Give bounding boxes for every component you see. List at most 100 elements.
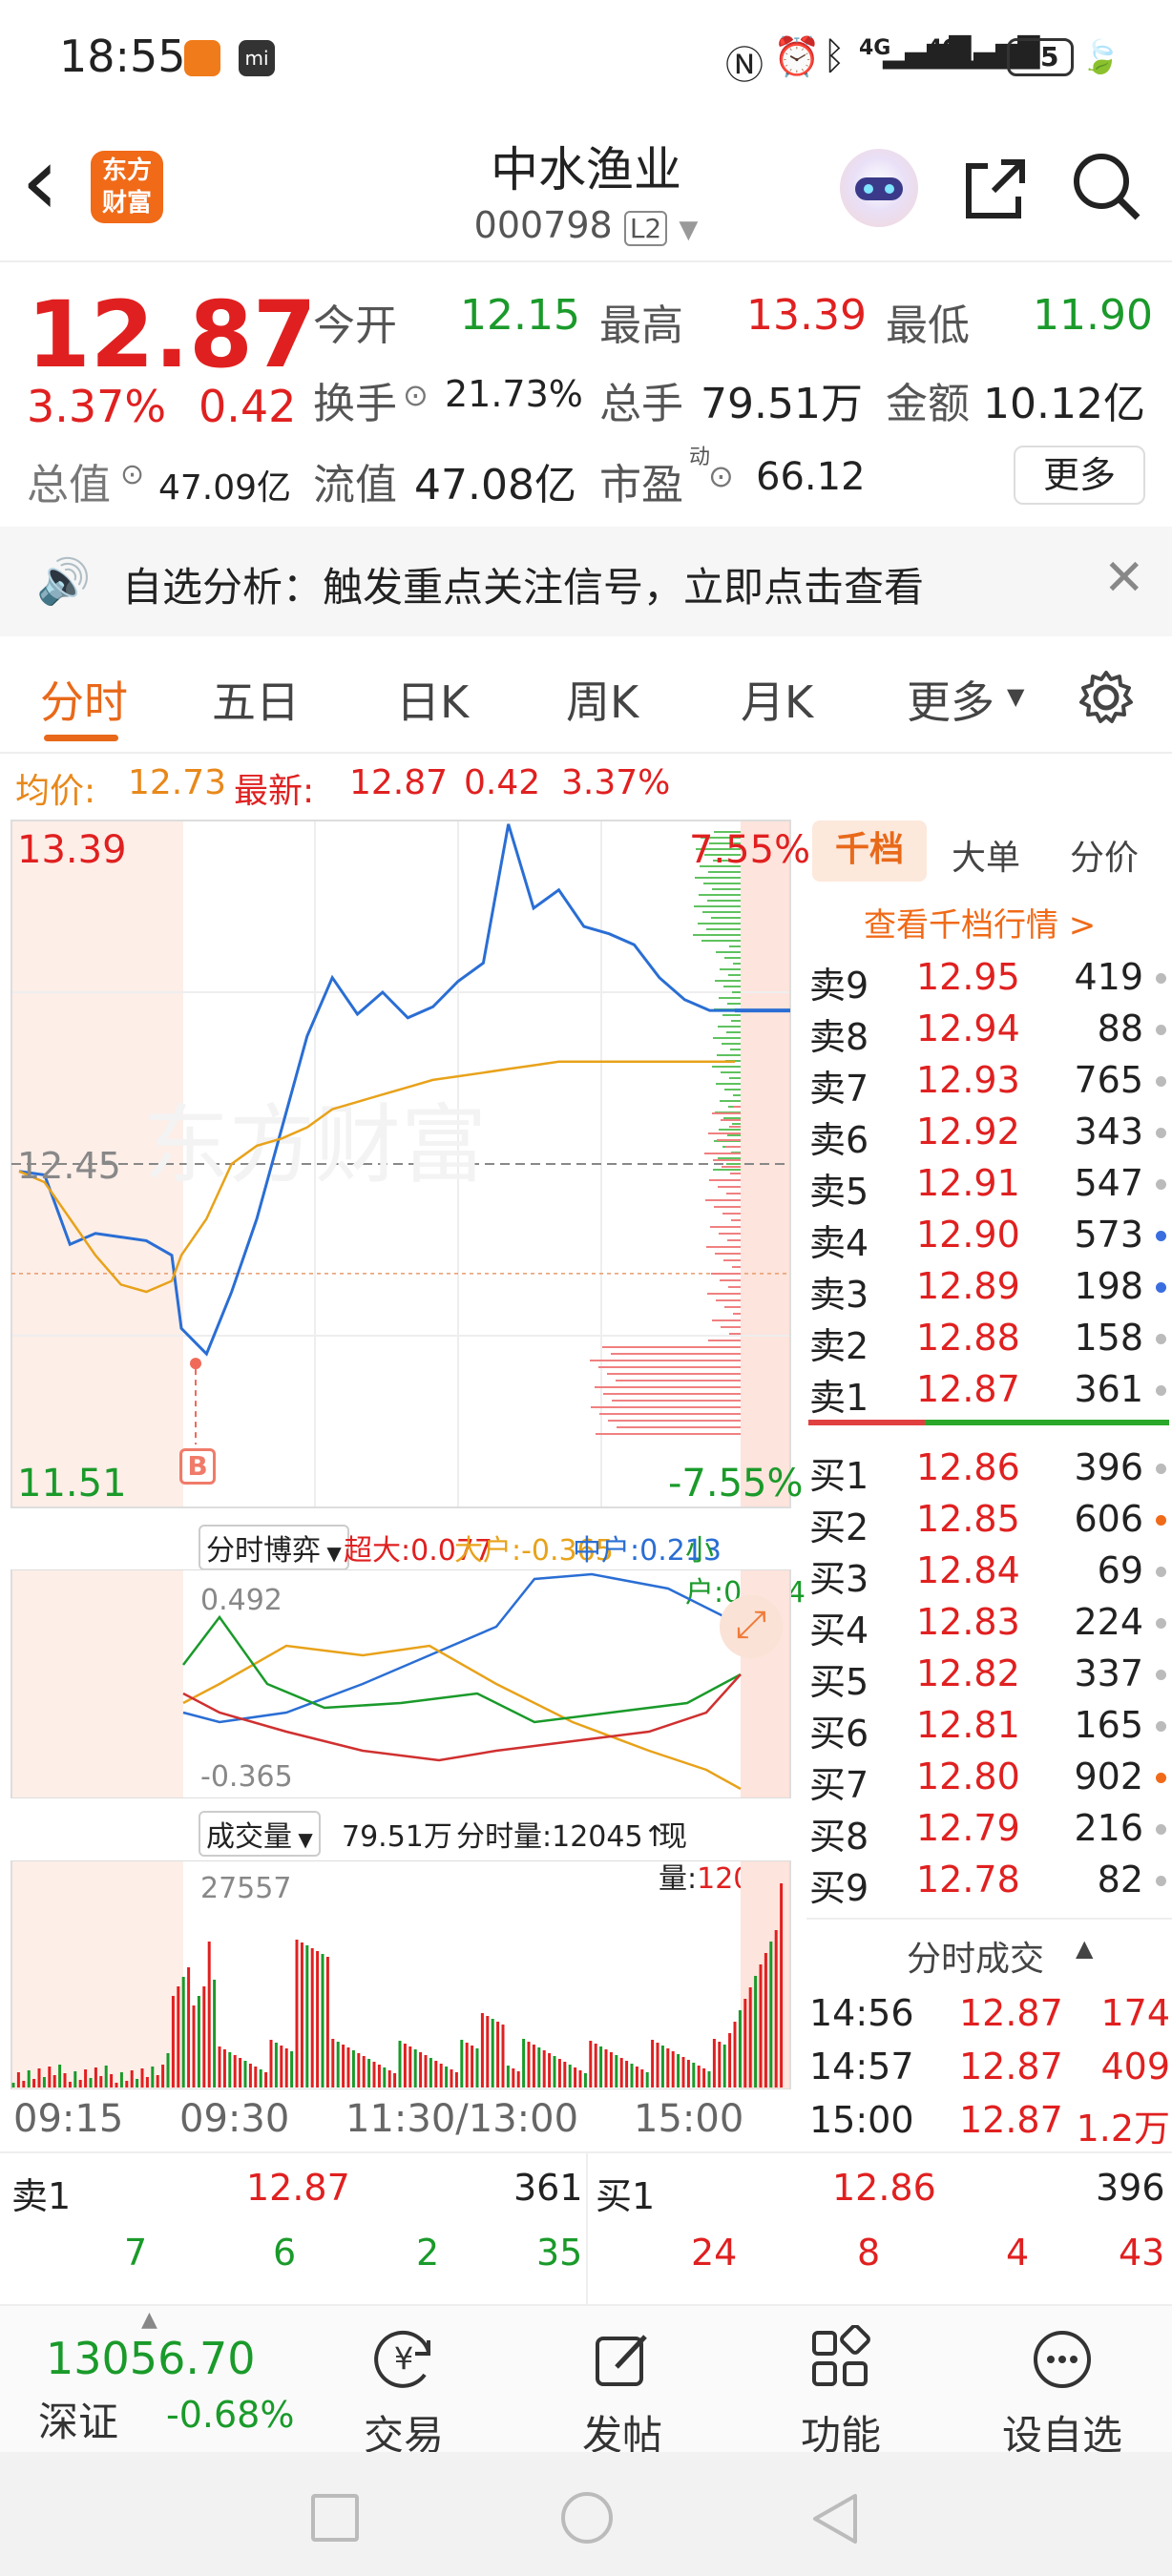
bid-row[interactable]: 买1 12.86 396 bbox=[806, 1443, 1172, 1497]
nav-add-favorite[interactable]: 设自选 bbox=[991, 2325, 1134, 2462]
row-dot-icon bbox=[1156, 1282, 1166, 1293]
tick-row: 14:57 12.87 409 bbox=[806, 2042, 1172, 2093]
search-icon[interactable] bbox=[1069, 149, 1145, 225]
bid-price: 12.80 bbox=[916, 1755, 1020, 1797]
nav-post[interactable]: 发帖 bbox=[551, 2325, 694, 2462]
tab-weekly-k[interactable]: 周K bbox=[566, 676, 639, 728]
info-icon[interactable]: ⊙ bbox=[120, 458, 145, 491]
ob-tab-price-dist[interactable]: 分价 bbox=[1070, 839, 1140, 878]
xtick-0915: 09:15 bbox=[13, 2097, 124, 2141]
bid-row[interactable]: 买6 12.81 165 bbox=[806, 1700, 1172, 1755]
amount-label: 金额 bbox=[886, 380, 970, 428]
row-dot-icon bbox=[1156, 1515, 1166, 1526]
ask-row[interactable]: 卖8 12.94 88 bbox=[806, 1004, 1172, 1058]
avg-price-line: 均价: 12.73 最新: 12.87 0.42 3.37% bbox=[0, 754, 1172, 811]
ask-row[interactable]: 卖6 12.92 343 bbox=[806, 1107, 1172, 1161]
ob-tab-qiandang[interactable]: 千档 bbox=[812, 821, 927, 882]
view-qiandang-link[interactable]: 查看千档行情 > bbox=[864, 906, 1097, 945]
tick-row: 15:00 12.87 1.2万 bbox=[806, 2095, 1172, 2150]
bid-label: 买2 bbox=[809, 1506, 869, 1548]
ob-tab-big-orders[interactable]: 大单 bbox=[952, 839, 1021, 878]
ask-row[interactable]: 卖4 12.90 573 bbox=[806, 1210, 1172, 1264]
recent-apps-icon[interactable] bbox=[311, 2494, 359, 2542]
tick-price: 12.87 bbox=[959, 2046, 1063, 2088]
ticker-up-icon: ▲ bbox=[141, 2308, 157, 2332]
more-button[interactable]: 更多 bbox=[1014, 446, 1145, 505]
ticks-label[interactable]: 分时成交 bbox=[907, 1940, 1045, 1979]
expand-icon[interactable]: ⤢ bbox=[720, 1595, 783, 1658]
settings-gear-icon[interactable] bbox=[1077, 668, 1136, 727]
tab-monthly-k[interactable]: 月K bbox=[741, 676, 814, 728]
back-button[interactable]: ‹ bbox=[21, 125, 59, 237]
current-price: 12.87 bbox=[27, 281, 317, 388]
turnover-info-icon[interactable]: ⊙ bbox=[403, 377, 429, 413]
ticks-collapse-icon[interactable]: ▲ bbox=[1076, 1935, 1094, 1962]
avg-price-line bbox=[18, 1060, 735, 1294]
bid-row[interactable]: 买7 12.80 902 bbox=[806, 1752, 1172, 1806]
ask-price: 12.94 bbox=[916, 1008, 1020, 1049]
ask-row[interactable]: 卖9 12.95 419 bbox=[806, 952, 1172, 1007]
analysis-banner[interactable]: 🔊 自选分析：触发重点关注信号，立即点击查看 ✕ bbox=[0, 527, 1172, 636]
bid-row[interactable]: 买8 12.79 216 bbox=[806, 1803, 1172, 1858]
stock-code-row: 000798 L2 ▼ bbox=[0, 204, 1172, 246]
index-ticker[interactable]: ▲ 13056.70 深证 -0.68% bbox=[0, 2306, 294, 2454]
home-icon[interactable] bbox=[561, 2492, 613, 2544]
bid-row[interactable]: 买2 12.85 606 bbox=[806, 1494, 1172, 1548]
nav-functions-label: 功能 bbox=[800, 2412, 881, 2459]
bid-price: 12.83 bbox=[916, 1601, 1020, 1643]
latest-change: 0.42 bbox=[464, 763, 541, 802]
share-icon[interactable] bbox=[959, 153, 1032, 225]
stock-code: 000798 bbox=[473, 204, 613, 246]
volume-chart[interactable] bbox=[0, 1860, 802, 2089]
signal1-bars-icon: ▂▄▆█ bbox=[883, 36, 972, 70]
intraday-chart-area[interactable]: 东方财富 13.39 7.55% 12.45 11.51 -7.55% B 分时… bbox=[0, 811, 810, 2147]
volume-dropdown[interactable]: 成交量 ▼ bbox=[199, 1811, 321, 1857]
bid-price: 12.82 bbox=[916, 1652, 1020, 1694]
ask-vol: 198 bbox=[1074, 1265, 1143, 1307]
ask-row[interactable]: 卖2 12.88 158 bbox=[806, 1313, 1172, 1367]
l1-sell-q4: 35 bbox=[536, 2232, 583, 2274]
ask-row[interactable]: 卖5 12.91 547 bbox=[806, 1158, 1172, 1213]
bluetooth-icon: ᛒ bbox=[823, 34, 846, 78]
flow-chart[interactable] bbox=[0, 1569, 802, 1798]
mid-flow: 中户:0.213 bbox=[573, 1534, 722, 1568]
nav-functions[interactable]: 功能 bbox=[769, 2324, 912, 2462]
status-bar: 18:55 mi Ⓝ ⏰ ᛒ 4G ▂▄▆█ 4G ▂▄▆█ 75 🍃 bbox=[0, 0, 1172, 114]
tab-more[interactable]: 更多 bbox=[907, 676, 994, 728]
ask-row[interactable]: 卖7 12.93 765 bbox=[806, 1055, 1172, 1110]
level1-divider bbox=[586, 2153, 588, 2306]
alarm-icon: ⏰ bbox=[773, 35, 821, 79]
nav-trade[interactable]: ¥ 交易 bbox=[332, 2325, 475, 2462]
sell-bar bbox=[808, 1420, 925, 1425]
robot-assistant-icon[interactable] bbox=[840, 149, 918, 227]
ask-row[interactable]: 卖1 12.87 361 bbox=[806, 1364, 1172, 1419]
game-dropdown[interactable]: 分时博弈 ▼ bbox=[199, 1525, 349, 1570]
tab-daily-k[interactable]: 日K bbox=[396, 676, 470, 728]
bid-row[interactable]: 买3 12.84 69 bbox=[806, 1546, 1172, 1600]
close-icon[interactable]: ✕ bbox=[1103, 550, 1145, 607]
signal1-icon: 4G bbox=[859, 36, 891, 60]
latest-pct: 3.37% bbox=[561, 763, 671, 802]
row-dot-icon bbox=[1156, 1128, 1166, 1138]
pe-sup: 动 bbox=[689, 446, 711, 469]
tab-intraday[interactable]: 分时 bbox=[40, 676, 128, 728]
bid-row[interactable]: 买9 12.78 82 bbox=[806, 1855, 1172, 1909]
ask-row[interactable]: 卖3 12.89 198 bbox=[806, 1261, 1172, 1316]
back-nav-icon[interactable] bbox=[807, 2490, 861, 2547]
stock-title-block[interactable]: 中水渔业 000798 L2 ▼ bbox=[0, 132, 1172, 246]
post-edit-icon bbox=[596, 2335, 647, 2386]
tab-five-day[interactable]: 五日 bbox=[212, 676, 300, 728]
buy-marker[interactable]: B bbox=[179, 1448, 216, 1485]
bid-row[interactable]: 买5 12.82 337 bbox=[806, 1649, 1172, 1703]
tab-indicator bbox=[44, 735, 118, 741]
row-dot-icon bbox=[1156, 1670, 1166, 1680]
low-label: 最低 bbox=[886, 301, 970, 350]
vol-total: 79.51万 bbox=[342, 1820, 452, 1854]
l1-sell-price: 12.87 bbox=[246, 2167, 350, 2209]
price-chart[interactable]: 东方财富 bbox=[0, 811, 802, 1517]
ask-price: 12.91 bbox=[916, 1162, 1020, 1204]
pe-info-icon[interactable]: ⊙ bbox=[708, 458, 734, 494]
abs-change: 0.42 bbox=[199, 381, 297, 432]
bid-vol: 902 bbox=[1074, 1755, 1143, 1797]
bid-row[interactable]: 买4 12.83 224 bbox=[806, 1597, 1172, 1652]
